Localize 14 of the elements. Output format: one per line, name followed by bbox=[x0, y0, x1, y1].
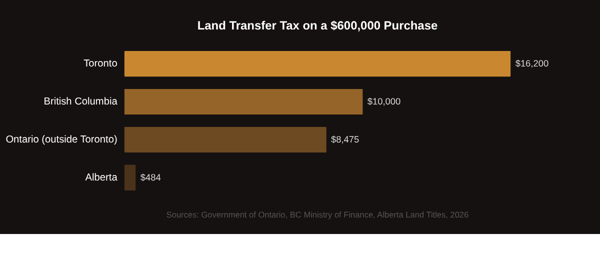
source-note: Sources: Government of Ontario, BC Ministry of Finance, Alberta Land Titles, 2026 bbox=[166, 210, 470, 220]
y-tick-label: British Columbia bbox=[44, 96, 118, 108]
bar bbox=[124, 88, 363, 115]
bar bbox=[124, 126, 326, 153]
data-label: $10,000 bbox=[367, 96, 401, 106]
y-tick-label: Toronto bbox=[84, 58, 118, 70]
bar bbox=[124, 50, 511, 77]
y-tick-label: Alberta bbox=[85, 172, 118, 184]
data-label: $8,475 bbox=[331, 134, 360, 144]
data-label: $484 bbox=[140, 172, 161, 182]
bar bbox=[124, 164, 136, 190]
chart-title: Land Transfer Tax on a $600,000 Purchase bbox=[197, 18, 438, 33]
data-label: $16,200 bbox=[515, 58, 549, 69]
y-tick-label: Ontario (outside Toronto) bbox=[6, 134, 118, 146]
